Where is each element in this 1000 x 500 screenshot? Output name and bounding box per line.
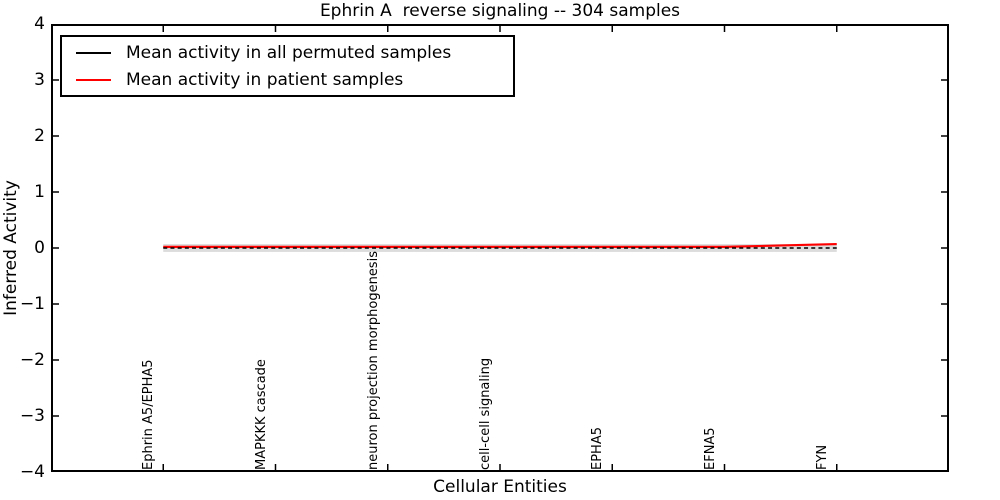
legend-line-patient-icon (76, 78, 111, 81)
x-tick-label: EPHA5 (590, 427, 606, 470)
x-tick-label: MAPKKK cascade (253, 359, 269, 470)
y-tick-label: −3 (19, 406, 45, 426)
x-tick-label: cell-cell signaling (478, 357, 493, 470)
y-tick-label: 4 (34, 14, 45, 34)
plot-canvas (51, 24, 949, 472)
y-tick-label: 0 (34, 238, 45, 258)
plot-area: Mean activity in all permuted samples Me… (51, 24, 949, 472)
legend-label-permuted: Mean activity in all permuted samples (126, 42, 452, 63)
series-line-patient (163, 242, 837, 248)
legend-label-patient: Mean activity in patient samples (126, 69, 404, 90)
y-tick-label: 1 (34, 182, 45, 202)
y-tick-label: −2 (19, 350, 45, 370)
x-tick-label: neuron projection morphogenesis (365, 251, 381, 470)
legend: Mean activity in all permuted samples Me… (60, 35, 515, 97)
legend-entry-permuted: Mean activity in all permuted samples (62, 40, 513, 66)
x-axis-label: Cellular Entities (433, 477, 567, 497)
y-tick-label: −1 (19, 294, 45, 314)
confidence-band (163, 244, 837, 252)
legend-entry-patient: Mean activity in patient samples (62, 67, 513, 93)
x-tick-label: EFNA5 (702, 427, 718, 470)
plot-border (51, 24, 949, 472)
y-tick-label: 2 (34, 126, 45, 146)
x-tick-label: FYN (814, 444, 830, 470)
x-tick-label: Ephrin A5/EPHA5 (141, 359, 157, 470)
y-tick-label: 3 (34, 70, 45, 90)
y-tick-label: −4 (19, 462, 45, 482)
legend-line-permuted-icon (76, 51, 111, 54)
chart-title: Ephrin A reverse signaling -- 304 sample… (319, 1, 681, 21)
